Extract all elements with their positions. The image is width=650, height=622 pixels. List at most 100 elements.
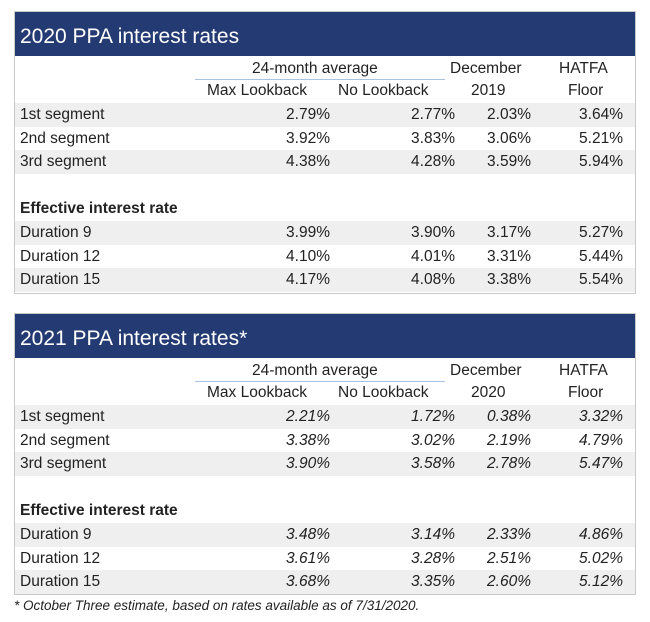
cell-december: 3.17% (487, 223, 531, 241)
cell-hatfa: 5.27% (579, 223, 623, 241)
table-2021-ppa-rates: 2021 PPA interest rates* 24-month averag… (14, 313, 636, 595)
cell-hatfa: 4.79% (579, 431, 623, 449)
cell-max-lookback: 4.38% (286, 153, 330, 171)
table-row: 2nd segment 3.92% 3.83% 3.06% 5.21% (15, 127, 635, 151)
cell-december: 2.03% (487, 106, 531, 123)
group-underline (195, 381, 445, 382)
cell-max-lookback: 2.79% (286, 106, 330, 123)
cell-no-lookback: 2.77% (411, 106, 455, 123)
cell-december: 2.51% (487, 549, 531, 567)
cell-hatfa: 5.21% (579, 129, 623, 147)
col-no-lookback: No Lookback (338, 82, 429, 99)
table-row: Duration 12 4.10% 4.01% 3.31% 5.44% (15, 245, 635, 269)
row-label: Duration 12 (20, 549, 101, 567)
cell-no-lookback: 4.08% (411, 271, 455, 289)
cell-december: 3.31% (487, 247, 531, 265)
table-row: Duration 9 3.99% 3.90% 3.17% 5.27% (15, 220, 635, 245)
table-title: 2021 PPA interest rates* (15, 314, 635, 358)
col-december: December (450, 362, 522, 379)
col-hatfa-floor: Floor (568, 384, 604, 401)
row-label: 2nd segment (20, 129, 110, 147)
cell-hatfa: 5.44% (579, 247, 623, 265)
row-label: Duration 15 (20, 271, 101, 289)
col-hatfa: HATFA (559, 60, 608, 77)
col-hatfa-floor: Floor (568, 82, 604, 99)
cell-december: 3.06% (487, 129, 531, 147)
cell-max-lookback: 3.48% (286, 525, 330, 543)
cell-hatfa: 5.54% (579, 271, 623, 289)
row-label: 1st segment (20, 106, 105, 123)
row-label: Duration 9 (20, 223, 92, 241)
cell-hatfa: 3.64% (579, 106, 623, 123)
cell-december: 2.33% (487, 525, 531, 543)
cell-december: 2.60% (487, 573, 531, 591)
cell-max-lookback: 2.21% (286, 408, 330, 425)
section-label-effective: Effective interest rate (20, 502, 178, 520)
cell-hatfa: 5.12% (579, 573, 623, 591)
row-label: Duration 9 (20, 525, 92, 543)
table-row: Duration 12 3.61% 3.28% 2.51% 5.02% (15, 547, 635, 571)
table-title: 2020 PPA interest rates (15, 12, 635, 56)
footnote: * October Three estimate, based on rates… (14, 598, 420, 613)
table-row: 3rd segment 3.90% 3.58% 2.78% 5.47% (15, 452, 635, 476)
section-row: Effective interest rate (15, 499, 635, 523)
row-label: Duration 15 (20, 573, 101, 591)
cell-no-lookback: 3.14% (411, 525, 455, 543)
cell-no-lookback: 3.58% (411, 455, 455, 473)
cell-december: 0.38% (487, 408, 531, 425)
cell-no-lookback: 3.83% (411, 129, 455, 147)
cell-max-lookback: 3.92% (286, 129, 330, 147)
row-label: Duration 12 (20, 247, 101, 265)
cell-no-lookback: 3.35% (411, 573, 455, 591)
cell-december: 3.38% (487, 271, 531, 289)
cell-december: 3.59% (487, 153, 531, 171)
col-december-year: 2020 (471, 384, 506, 401)
row-label: 2nd segment (20, 431, 110, 449)
cell-hatfa: 5.47% (579, 455, 623, 473)
spacer-row (15, 476, 635, 500)
col-december: December (450, 60, 522, 77)
table-row: 2nd segment 3.38% 3.02% 2.19% 4.79% (15, 429, 635, 453)
table-header: 24-month average Max Lookback No Lookbac… (15, 56, 635, 103)
section-row: Effective interest rate (15, 197, 635, 221)
cell-no-lookback: 4.28% (411, 153, 455, 171)
cell-max-lookback: 3.90% (286, 455, 330, 473)
cell-max-lookback: 3.68% (286, 573, 330, 591)
cell-max-lookback: 3.99% (286, 223, 330, 241)
group-header-24-month: 24-month average (252, 362, 378, 379)
cell-december: 2.78% (487, 455, 531, 473)
cell-no-lookback: 4.01% (411, 247, 455, 265)
cell-hatfa: 4.86% (579, 525, 623, 543)
cell-max-lookback: 3.38% (286, 431, 330, 449)
group-header-24-month: 24-month average (252, 60, 378, 77)
table-row: 1st segment 2.21% 1.72% 0.38% 3.32% (15, 405, 635, 429)
table-row: 3rd segment 4.38% 4.28% 3.59% 5.94% (15, 150, 635, 174)
table-header: 24-month average Max Lookback No Lookbac… (15, 358, 635, 405)
col-max-lookback: Max Lookback (207, 82, 307, 99)
table-row: 1st segment 2.79% 2.77% 2.03% 3.64% (15, 103, 635, 127)
cell-hatfa: 5.94% (579, 153, 623, 171)
row-label: 3rd segment (20, 455, 107, 473)
cell-no-lookback: 3.02% (411, 431, 455, 449)
cell-max-lookback: 3.61% (286, 549, 330, 567)
col-december-year: 2019 (471, 82, 506, 99)
spacer-row (15, 174, 635, 198)
section-label-effective: Effective interest rate (20, 200, 178, 218)
group-underline (195, 79, 445, 80)
col-max-lookback: Max Lookback (207, 384, 307, 401)
table-row: Duration 9 3.48% 3.14% 2.33% 4.86% (15, 522, 635, 547)
cell-hatfa: 5.02% (579, 549, 623, 567)
table-row: Duration 15 4.17% 4.08% 3.38% 5.54% (15, 268, 635, 292)
cell-hatfa: 3.32% (579, 408, 623, 425)
cell-no-lookback: 3.90% (411, 223, 455, 241)
row-label: 3rd segment (20, 153, 107, 171)
cell-december: 2.19% (487, 431, 531, 449)
col-hatfa: HATFA (559, 362, 608, 379)
col-no-lookback: No Lookback (338, 384, 429, 401)
cell-max-lookback: 4.17% (286, 271, 330, 289)
cell-no-lookback: 3.28% (411, 549, 455, 567)
cell-no-lookback: 1.72% (411, 408, 455, 425)
cell-max-lookback: 4.10% (286, 247, 330, 265)
table-row: Duration 15 3.68% 3.35% 2.60% 5.12% (15, 570, 635, 594)
row-label: 1st segment (20, 408, 105, 425)
